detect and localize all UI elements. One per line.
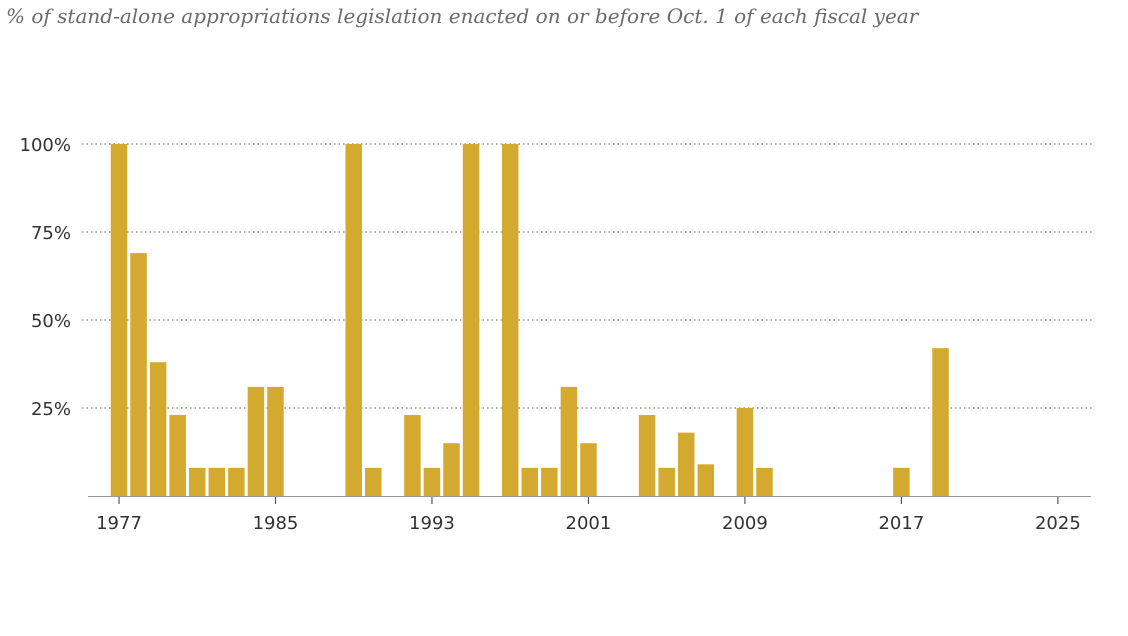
y-axis-labels: 25% 50% 75% 100% bbox=[20, 135, 71, 420]
x-tick-label: 1985 bbox=[253, 513, 299, 534]
bar-1977 bbox=[110, 144, 128, 496]
bar-1993 bbox=[423, 467, 441, 496]
chart-subtitle: % of stand-alone appropriations legislat… bbox=[6, 4, 919, 28]
bar-2001 bbox=[580, 443, 597, 496]
bar-1997 bbox=[501, 144, 519, 496]
bars bbox=[110, 144, 949, 496]
x-axis bbox=[88, 496, 1091, 504]
bar-2000 bbox=[560, 386, 578, 496]
bar-2009 bbox=[736, 408, 754, 496]
y-tick-label: 75% bbox=[31, 223, 71, 244]
bar-1992 bbox=[404, 415, 421, 496]
bar-1983 bbox=[228, 467, 245, 496]
bar-1990 bbox=[365, 467, 382, 496]
y-tick-label: 50% bbox=[31, 311, 71, 332]
x-tick-label: 2009 bbox=[722, 513, 768, 534]
bar-1979 bbox=[149, 362, 167, 496]
y-tick-label: 100% bbox=[20, 135, 71, 156]
x-axis-labels: 1977 1985 1993 2001 2009 2017 2025 bbox=[96, 513, 1081, 534]
x-tick-label: 1993 bbox=[409, 513, 455, 534]
bar-1982 bbox=[208, 467, 226, 496]
bar-1985 bbox=[267, 386, 284, 496]
bar-2007 bbox=[697, 464, 715, 496]
bar-2006 bbox=[677, 432, 695, 496]
bar-1994 bbox=[443, 443, 460, 496]
x-tick-label: 2025 bbox=[1035, 513, 1081, 534]
bar-1995 bbox=[462, 144, 480, 496]
bar-2019 bbox=[932, 348, 949, 496]
bar-1980 bbox=[169, 415, 186, 496]
bar-2005 bbox=[658, 467, 675, 496]
bar-2017 bbox=[893, 467, 910, 496]
x-tick-label: 2017 bbox=[878, 513, 924, 534]
x-tick-label: 1977 bbox=[96, 513, 142, 534]
bar-2010 bbox=[756, 467, 773, 496]
bar-1981 bbox=[188, 467, 206, 496]
x-tick-label: 2001 bbox=[566, 513, 612, 534]
bar-2004 bbox=[638, 415, 656, 496]
bar-1978 bbox=[130, 253, 147, 496]
bar-1998 bbox=[521, 467, 539, 496]
y-tick-label: 25% bbox=[31, 399, 71, 420]
bar-1989 bbox=[345, 144, 362, 496]
bar-1984 bbox=[247, 386, 265, 496]
bar-1999 bbox=[541, 467, 558, 496]
